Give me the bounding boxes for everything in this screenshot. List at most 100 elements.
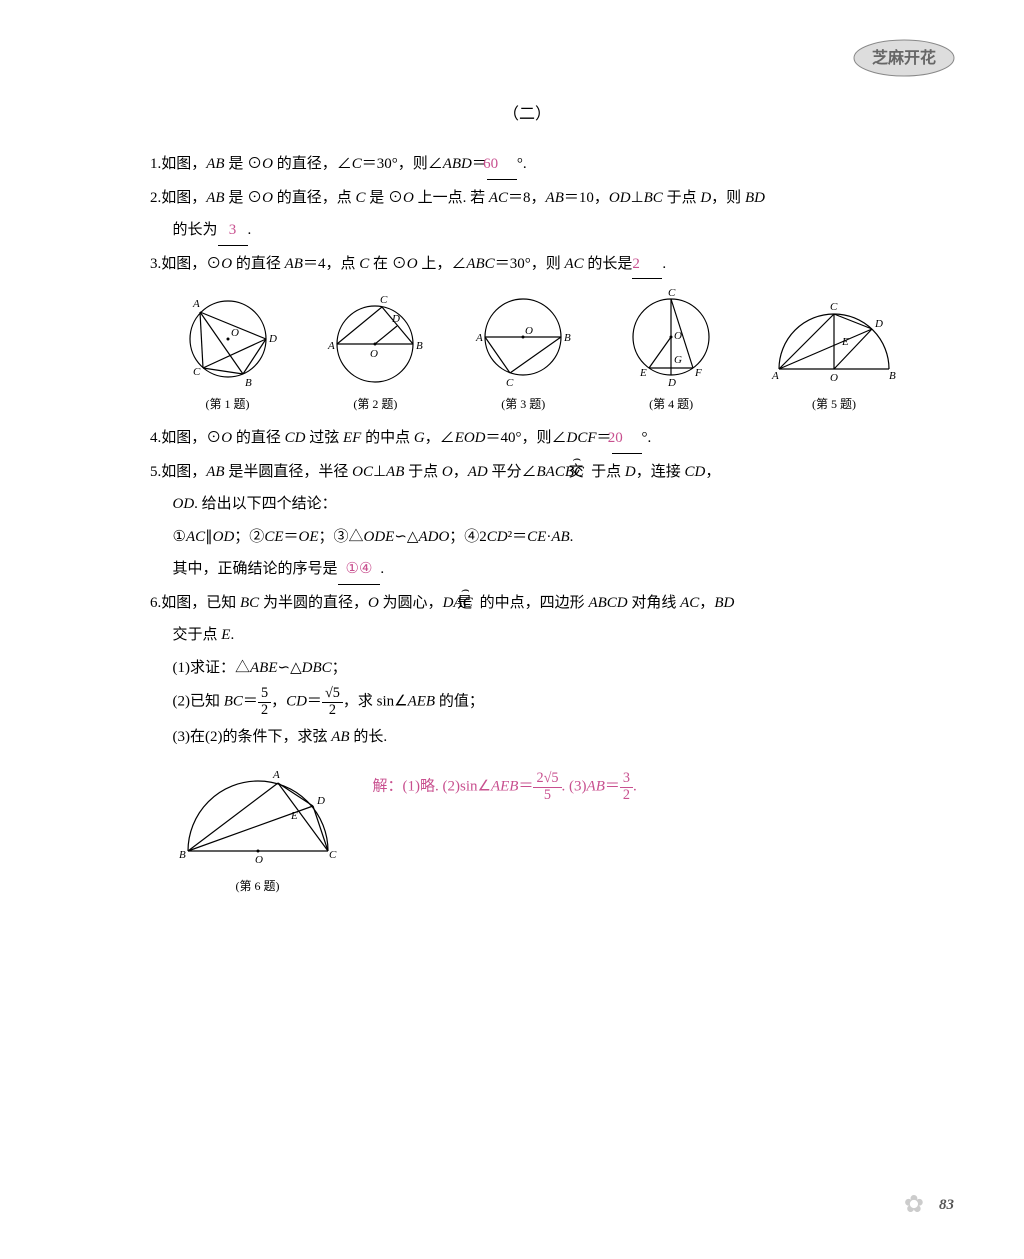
text: 的直径 (232, 430, 285, 446)
problem-number: 1. (150, 156, 161, 172)
var: OD (173, 496, 195, 512)
text: ＝4，点 (303, 256, 359, 272)
var: ABC (466, 256, 494, 272)
figure-label: (第 6 题) (173, 875, 343, 898)
text: 如图，⊙ (161, 256, 221, 272)
text: (3)在(2)的条件下，求弦 (173, 729, 332, 745)
section-title: （二） (150, 100, 904, 130)
text: . (570, 529, 574, 545)
fraction: 52 (258, 686, 271, 718)
var: AB (206, 190, 224, 206)
figures-row: A O D B C (第 1 题) C D A O B (173, 289, 905, 416)
var: D (625, 464, 636, 480)
var: AB (206, 464, 224, 480)
text: °. (642, 430, 652, 446)
problem-number: 6. (150, 595, 161, 611)
var: AB (587, 779, 605, 795)
text: ；④2 (449, 529, 487, 545)
var: AB (551, 529, 569, 545)
text: . (3) (562, 779, 587, 795)
text: ＝40°，则∠ (486, 430, 567, 446)
problem-6-sub2: (2)已知 BC＝52，CD＝√52，求 sin∠AEB 的值； (150, 686, 904, 718)
text: 的直径，点 (273, 190, 356, 206)
text: ， (699, 595, 714, 611)
denominator: 2 (258, 703, 271, 719)
figure-1: A O D B C (第 1 题) (173, 289, 283, 416)
problem-6-sub1: (1)求证：△ABE∽△DBC； (150, 654, 904, 683)
text: 的长. (350, 729, 388, 745)
text: 过弦 (305, 430, 343, 446)
var: BAC (537, 464, 565, 480)
svg-text:F: F (694, 367, 702, 379)
text: ²＝ (508, 529, 528, 545)
numerator: 3 (620, 771, 633, 788)
text: 是半圆直径，半径 (225, 464, 353, 480)
var: EOD (455, 430, 486, 446)
var: BC (240, 595, 259, 611)
var: CD (285, 430, 306, 446)
text: ＝ (283, 529, 298, 545)
text: 的长是 (584, 256, 633, 272)
text: 的长为 (173, 222, 218, 238)
answer-blank: 2 (632, 250, 662, 280)
svg-text:O: O (674, 330, 682, 342)
svg-text:芝麻开花: 芝麻开花 (872, 48, 936, 67)
text: 如图， (161, 190, 206, 206)
text: ， (453, 464, 468, 480)
var: AB (386, 464, 404, 480)
text: 为圆心， (379, 595, 443, 611)
text: 如图， (161, 156, 206, 172)
svg-text:E: E (841, 336, 849, 348)
figure-label: (第 4 题) (616, 393, 726, 416)
var: CD (286, 694, 307, 710)
var: BD (745, 190, 765, 206)
svg-text:C: C (506, 377, 514, 389)
svg-text:B: B (416, 340, 423, 352)
svg-text:B: B (564, 332, 571, 344)
var: ABE (250, 660, 278, 676)
svg-text:C: C (329, 849, 337, 861)
problem-5-line4: 其中，正确结论的序号是①④. (150, 555, 904, 585)
var: OD (609, 190, 631, 206)
text: ＝10， (564, 190, 609, 206)
var: O (221, 430, 232, 446)
svg-text:D: D (316, 795, 325, 807)
page-number: 83 (939, 1191, 954, 1220)
var: AB (285, 256, 303, 272)
text: 对角线 (628, 595, 681, 611)
text: 如图，⊙ (161, 430, 221, 446)
text: ，连接 (636, 464, 685, 480)
text: 为半圆的直径， (259, 595, 368, 611)
problem-2-cont: 的长为3. (150, 216, 904, 246)
text: . (633, 779, 637, 795)
text: 其中，正确结论的序号是 (173, 561, 338, 577)
fraction: 32 (620, 771, 633, 803)
text: 是 ⊙ (225, 156, 263, 172)
var: O (262, 190, 273, 206)
numerator: √5 (322, 686, 343, 703)
svg-text:O: O (525, 325, 533, 337)
var: AB (206, 156, 224, 172)
svg-text:B: B (179, 849, 186, 861)
svg-text:C: C (380, 294, 388, 306)
text: 上，∠ (418, 256, 467, 272)
var: AEB (408, 694, 436, 710)
problem-number: 3. (150, 256, 161, 272)
text: 是 ⊙ (365, 190, 403, 206)
svg-text:G: G (674, 354, 682, 366)
text: ① (173, 529, 186, 545)
figure-3: A O B C (第 3 题) (468, 289, 578, 416)
var: ODE (364, 529, 395, 545)
text: 的直径 (232, 256, 285, 272)
var: G (414, 430, 425, 446)
var: OD (213, 529, 235, 545)
problem-5: 5.如图，AB 是半圆直径，半径 OC⊥AB 于点 O，AD 平分∠BAC 交 … (150, 458, 904, 487)
denominator: 2 (322, 703, 343, 719)
var: AC (680, 595, 699, 611)
var: AB (331, 729, 349, 745)
var: D (443, 595, 454, 611)
problem-6-line2: 交于点 E. (150, 621, 904, 650)
text: ⊥ (631, 190, 644, 206)
text: (1)求证：△ (173, 660, 251, 676)
denominator: 2 (620, 788, 633, 804)
